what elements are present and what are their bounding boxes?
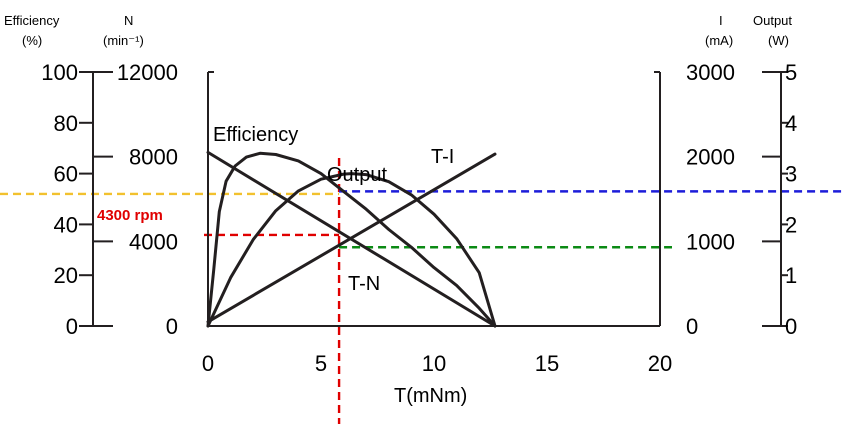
speed-tick-label: 0 [166, 314, 178, 339]
x-tick-label: 0 [202, 351, 214, 376]
output-tick-label: 1 [785, 263, 797, 288]
current-tick-label: 2000 [686, 145, 735, 170]
axes: 0 5 10 15 2002040608010004000800012000012345… [41, 60, 797, 376]
output-tick-label: 3 [785, 162, 797, 187]
series-line-output [206, 172, 497, 328]
current-tick-label: 1000 [686, 229, 735, 254]
efficiency-axis-title: Efficiency [4, 13, 60, 28]
current-axis-unit: (mA) [705, 33, 733, 48]
speed-tick-label: 12000 [117, 60, 178, 85]
guide-lines [0, 158, 844, 424]
series-label-t-i: T-I [431, 146, 454, 168]
x-axis-label: T(mNm) [394, 385, 467, 407]
efficiency-tick-label: 80 [54, 111, 78, 136]
efficiency-tick-label: 40 [54, 212, 78, 237]
output-axis-unit: (W) [768, 33, 789, 48]
series-label-output: Output [327, 164, 387, 186]
chart-labels: Efficiency (%) N (min⁻¹) I (mA) Output (… [4, 13, 792, 407]
speed-tick-label: 8000 [129, 145, 178, 170]
efficiency-axis-unit: (%) [22, 33, 42, 48]
speed-tick-label: 4000 [129, 229, 178, 254]
efficiency-tick-label: 0 [66, 314, 78, 339]
series-line-efficiency [206, 151, 497, 328]
efficiency-tick-label: 20 [54, 263, 78, 288]
speed-axis-unit: (min⁻¹) [103, 33, 144, 48]
current-tick-label: 3000 [686, 60, 735, 85]
x-tick-label: 15 [535, 351, 559, 376]
x-tick-label: 5 [315, 351, 327, 376]
series-label-t-n: T-N [348, 273, 380, 295]
series-curves [206, 150, 497, 328]
x-tick-label: 20 [648, 351, 672, 376]
efficiency-tick-label: 60 [54, 162, 78, 187]
output-axis-title: Output [753, 13, 792, 28]
x-tick-label: 10 [422, 351, 446, 376]
operating-speed-label: 4300 rpm [97, 207, 163, 224]
series-line-t-i [206, 152, 497, 324]
output-tick-label: 4 [785, 111, 797, 136]
current-axis-title: I [719, 13, 723, 28]
current-tick-label: 0 [686, 314, 698, 339]
efficiency-tick-label: 100 [41, 60, 78, 85]
series-label-efficiency: Efficiency [213, 124, 298, 146]
speed-axis-title: N [124, 13, 133, 28]
output-tick-label: 2 [785, 212, 797, 237]
output-tick-label: 0 [785, 314, 797, 339]
output-tick-label: 5 [785, 60, 797, 85]
